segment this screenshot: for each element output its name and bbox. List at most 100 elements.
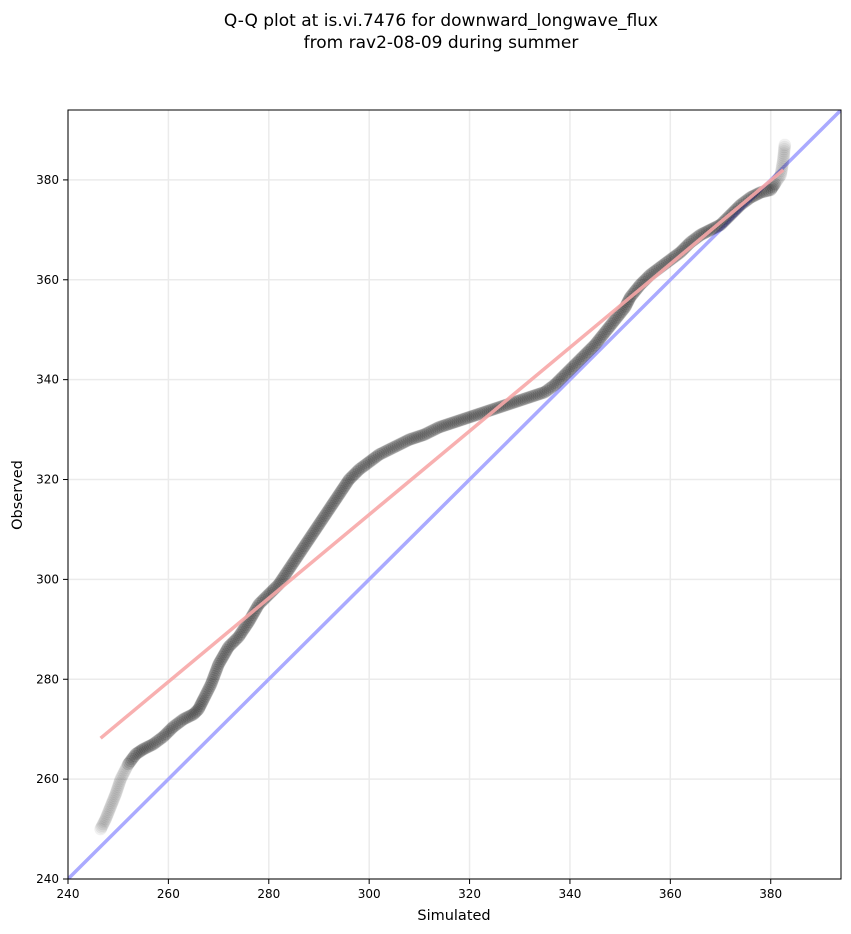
qq-point xyxy=(104,800,117,813)
qq-point xyxy=(444,416,458,430)
qq-point xyxy=(106,797,119,810)
qq-point xyxy=(225,637,238,651)
qq-point xyxy=(202,681,216,695)
qq-point xyxy=(105,798,118,811)
qq-point xyxy=(584,342,598,356)
qq-point xyxy=(440,418,454,431)
qq-point xyxy=(508,395,522,409)
qq-point xyxy=(213,656,226,669)
qq-point xyxy=(195,696,209,709)
x-tick-label: 340 xyxy=(558,887,581,901)
qq-point xyxy=(341,474,355,488)
qq-point xyxy=(114,773,127,786)
qq-point xyxy=(299,538,312,551)
qq-point xyxy=(427,423,441,437)
qq-point xyxy=(288,554,301,568)
qq-point xyxy=(391,438,405,452)
qq-point xyxy=(109,788,122,801)
qq-point xyxy=(206,671,220,685)
qq-point xyxy=(236,623,250,637)
qq-point xyxy=(285,558,299,571)
qq-point xyxy=(361,456,374,470)
qq-point xyxy=(117,767,130,780)
qq-point xyxy=(140,741,154,754)
qq-point xyxy=(434,420,448,433)
x-tick-label: 380 xyxy=(759,887,782,901)
qq-point xyxy=(150,735,164,749)
qq-point xyxy=(470,408,484,422)
qq-point xyxy=(538,385,552,399)
qq-point xyxy=(233,628,247,642)
qq-point xyxy=(540,384,553,398)
qq-point xyxy=(457,412,471,426)
qq-point xyxy=(315,513,329,526)
qq-point xyxy=(438,418,452,432)
qq-point xyxy=(201,683,215,697)
qq-point xyxy=(342,473,356,486)
qq-point xyxy=(124,754,138,768)
qq-point xyxy=(178,711,192,725)
qq-point xyxy=(372,448,386,461)
y-axis-label: Observed xyxy=(10,460,26,530)
y-tick-label: 240 xyxy=(36,872,59,886)
qq-point xyxy=(97,818,110,831)
qq-point xyxy=(204,677,218,691)
qq-point xyxy=(431,421,444,435)
qq-point xyxy=(136,742,150,756)
qq-point xyxy=(612,308,626,322)
qq-point xyxy=(609,311,623,325)
qq-point xyxy=(115,771,128,784)
qq-point xyxy=(308,524,321,538)
qq-point xyxy=(190,704,204,717)
qq-point xyxy=(436,419,450,433)
qq-point xyxy=(234,627,248,640)
qq-point xyxy=(155,731,169,745)
qq-point xyxy=(777,151,790,164)
qq-point xyxy=(170,717,184,731)
x-tick-label: 300 xyxy=(358,887,381,901)
qq-point xyxy=(570,356,583,370)
qq-point xyxy=(575,351,589,364)
qq-point xyxy=(331,489,345,503)
qq-point xyxy=(577,349,590,363)
qq-point xyxy=(545,380,558,394)
qq-point xyxy=(209,663,223,677)
qq-point xyxy=(393,437,407,451)
qq-point xyxy=(145,738,159,752)
qq-point xyxy=(106,795,119,808)
qq-point xyxy=(604,318,618,331)
qq-point xyxy=(235,625,249,639)
qq-point xyxy=(295,543,309,556)
qq-point xyxy=(120,761,133,774)
qq-point xyxy=(599,324,613,338)
qq-point xyxy=(284,559,298,573)
qq-point xyxy=(387,440,401,454)
qq-point xyxy=(567,359,580,373)
qq-point xyxy=(158,728,172,742)
qq-point xyxy=(294,544,308,558)
qq-point xyxy=(346,468,360,482)
qq-point xyxy=(465,410,478,423)
qq-point xyxy=(135,743,149,757)
qq-point xyxy=(333,486,347,500)
qq-point xyxy=(580,346,593,360)
qq-point xyxy=(305,528,319,541)
qq-point xyxy=(112,780,125,793)
qq-point xyxy=(525,390,539,403)
qq-point xyxy=(96,819,109,832)
qq-point xyxy=(312,518,326,531)
x-axis-label: Simulated xyxy=(417,908,490,924)
qq-point xyxy=(317,511,330,525)
identity-line xyxy=(68,110,841,879)
x-tick-label: 320 xyxy=(458,887,481,901)
qq-point xyxy=(187,707,200,721)
qq-point xyxy=(111,782,124,795)
qq-point xyxy=(408,431,422,445)
qq-point xyxy=(146,737,160,751)
y-tick-label: 300 xyxy=(36,572,59,586)
qq-point xyxy=(114,775,127,788)
qq-point xyxy=(100,811,113,824)
qq-point xyxy=(238,620,252,634)
qq-point xyxy=(206,673,219,687)
